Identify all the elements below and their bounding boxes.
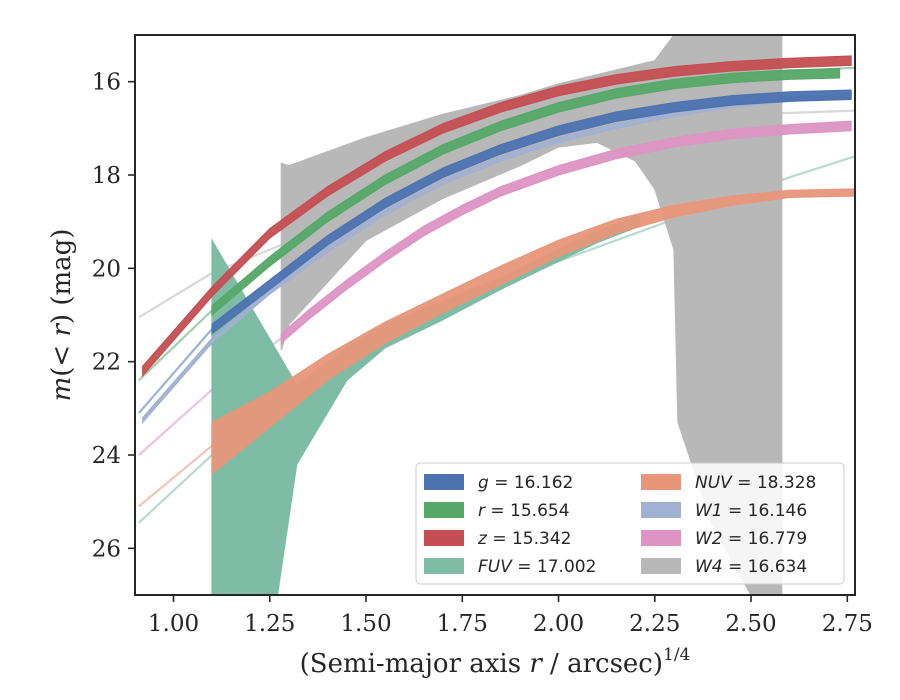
x-tick-label: 1.50 bbox=[340, 611, 391, 637]
legend-swatch-r bbox=[424, 502, 464, 518]
legend-swatch-nuv bbox=[641, 474, 681, 490]
legend-swatch-w4 bbox=[641, 558, 681, 574]
legend-label-fuv: FUV = 17.002 bbox=[478, 557, 596, 577]
series-band-z bbox=[142, 55, 852, 378]
legend-label-r: r = 15.654 bbox=[478, 501, 570, 521]
x-tick-label: 1.25 bbox=[244, 611, 295, 637]
series-extrapolation-g bbox=[138, 328, 213, 414]
legend-swatch-w2 bbox=[641, 530, 681, 546]
x-axis: 1.00 1.25 1.50 1.75 2.00 2.25 2.50 2.75 bbox=[148, 595, 873, 637]
y-axis-label: m(< r) (mag) bbox=[47, 229, 77, 402]
legend-swatch-g bbox=[424, 474, 464, 490]
series-band-g bbox=[211, 89, 852, 335]
y-tick-label: 22 bbox=[92, 350, 121, 376]
legend: g = 16.162 r = 15.654 z = 15.342 FUV = 17.0… bbox=[415, 462, 845, 585]
legend-label-nuv: NUV = 18.328 bbox=[695, 473, 816, 493]
series-extrapolation-nuv bbox=[138, 444, 213, 508]
series-band-w2 bbox=[280, 120, 852, 345]
legend-label-g: g = 16.162 bbox=[478, 473, 573, 493]
x-tick-label: 2.00 bbox=[533, 611, 584, 637]
series-layer bbox=[138, 35, 855, 595]
x-tick-label: 1.00 bbox=[148, 611, 199, 637]
legend-label-w1: W1 = 16.146 bbox=[695, 501, 807, 521]
series-band-nuv bbox=[211, 188, 855, 475]
x-tick-label: 2.75 bbox=[822, 611, 873, 637]
y-tick-label: 26 bbox=[92, 536, 121, 562]
plot-frame bbox=[134, 34, 856, 596]
y-tick-label: 20 bbox=[92, 256, 121, 282]
x-tick-label: 2.50 bbox=[725, 611, 776, 637]
series-band-r bbox=[211, 67, 841, 317]
legend-swatch-z bbox=[424, 530, 464, 546]
legend-label-w4: W4 = 16.634 bbox=[695, 557, 807, 577]
x-axis-label: (Semi-major axis r / arcsec)1/4 bbox=[300, 645, 691, 679]
legend-label-w2: W2 = 16.779 bbox=[695, 529, 807, 549]
legend-swatch-w1 bbox=[641, 502, 681, 518]
legend-label-z: z = 15.342 bbox=[477, 529, 571, 549]
y-tick-label: 18 bbox=[92, 163, 121, 189]
y-tick-label: 16 bbox=[92, 70, 121, 96]
series-band-w4 bbox=[280, 35, 783, 595]
legend-frame bbox=[415, 462, 845, 585]
x-tick-label: 1.75 bbox=[437, 611, 488, 637]
x-tick-label: 2.25 bbox=[629, 611, 680, 637]
y-tick-label: 24 bbox=[92, 443, 121, 469]
legend-swatch-fuv bbox=[424, 558, 464, 574]
y-axis: 16 18 20 22 24 26 bbox=[92, 70, 135, 562]
